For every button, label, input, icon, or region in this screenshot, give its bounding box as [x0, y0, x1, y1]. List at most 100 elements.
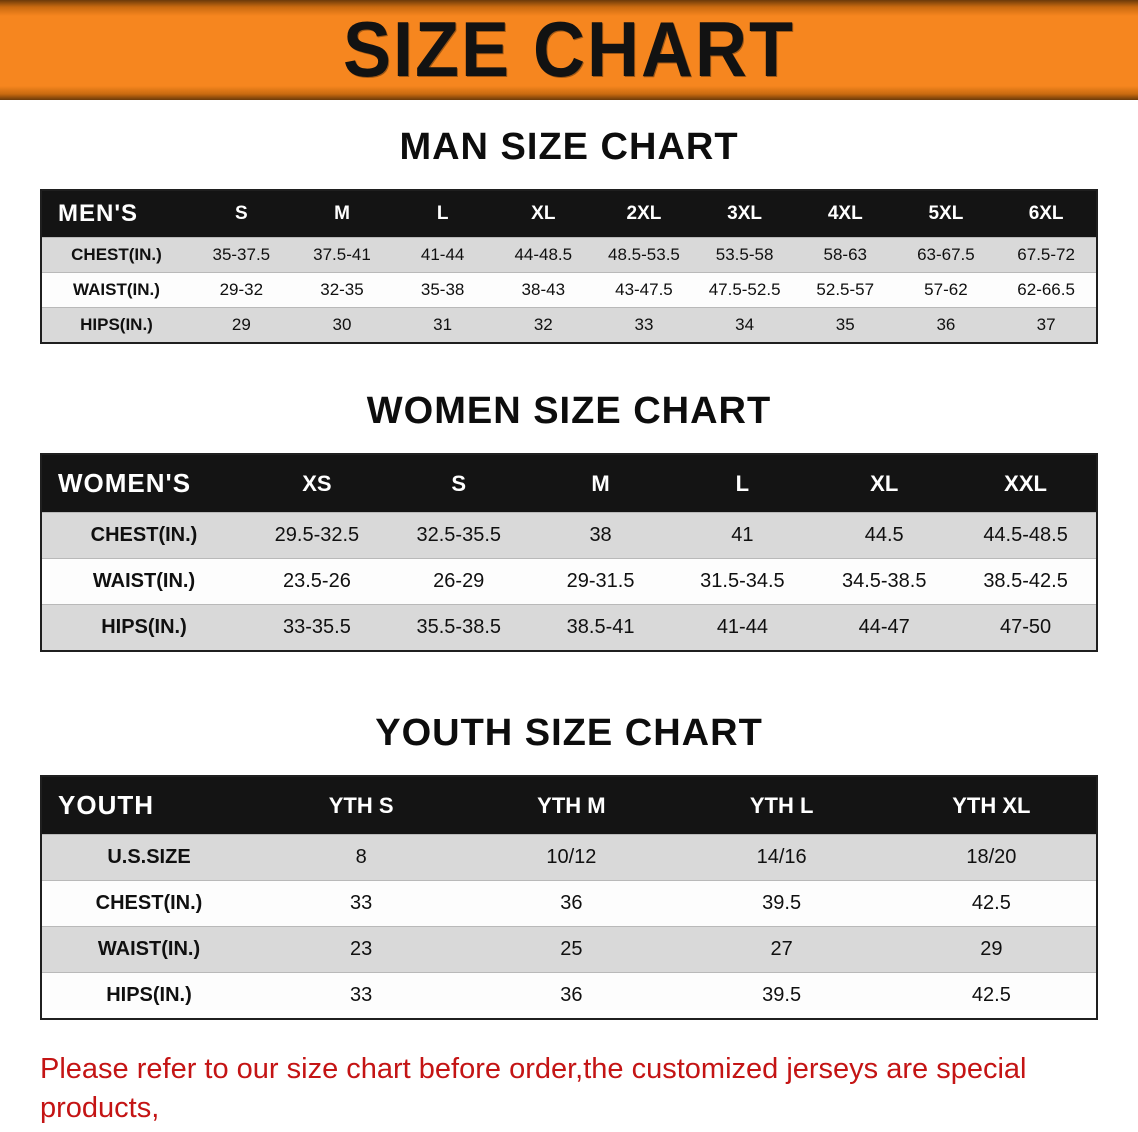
cell-value: 62-66.5: [996, 272, 1097, 308]
table-body: CHEST(IN.) 29.5-32.5 32.5-35.5 38 41 44.5 44.5…: [41, 512, 1097, 651]
table-header-row: WOMEN'S XS S M L XL XXL: [41, 454, 1097, 513]
cell-value: 63-67.5: [895, 237, 997, 273]
table-group-label: MEN'S: [41, 190, 191, 238]
table-row: WAIST(IN.) 23 25 27 29: [41, 926, 1097, 973]
table-header-row: YOUTH YTH S YTH M YTH L YTH XL: [41, 776, 1097, 835]
row-label: CHEST(IN.): [41, 880, 256, 927]
cell-value: 58-63: [794, 237, 896, 273]
cell-value: 29: [191, 307, 292, 343]
column-header: S: [387, 454, 530, 513]
cell-value: 53.5-58: [694, 237, 795, 273]
cell-value: 36: [895, 307, 997, 343]
row-label: HIPS(IN.): [41, 972, 256, 1019]
cell-value: 32.5-35.5: [387, 512, 530, 559]
cell-value: 23: [256, 926, 467, 973]
cell-value: 27: [676, 926, 887, 973]
cell-value: 32-35: [291, 272, 393, 308]
size-table: WOMEN'S XS S M L XL XXL CHEST(IN.) 29.5-32.5 32.…: [40, 453, 1098, 652]
cell-value: 42.5: [886, 972, 1097, 1019]
column-header: YTH XL: [886, 776, 1097, 835]
table-row: HIPS(IN.) 29 30 31 32 33 34 35 36 37: [41, 307, 1097, 343]
row-label: CHEST(IN.): [41, 512, 246, 559]
cell-value: 30: [291, 307, 393, 343]
cell-value: 18/20: [886, 834, 1097, 881]
cell-value: 29-32: [191, 272, 292, 308]
table-row: WAIST(IN.) 23.5-26 26-29 29-31.5 31.5-34.5 34…: [41, 558, 1097, 605]
cell-value: 39.5: [676, 880, 887, 927]
table-row: HIPS(IN.) 33-35.5 35.5-38.5 38.5-41 41-44 44-…: [41, 604, 1097, 651]
table-row: CHEST(IN.) 33 36 39.5 42.5: [41, 880, 1097, 927]
size-chart-sections: MAN SIZE CHART MEN'S S M L XL 2XL 3XL 4XL 5XL 6XL…: [0, 126, 1138, 1020]
cell-value: 47.5-52.5: [694, 272, 795, 308]
row-label: WAIST(IN.): [41, 272, 191, 308]
column-header: 6XL: [996, 190, 1097, 238]
column-header: L: [671, 454, 814, 513]
cell-value: 33: [593, 307, 695, 343]
cell-value: 10/12: [466, 834, 677, 881]
column-header: 4XL: [794, 190, 896, 238]
size-chart-section: WOMEN SIZE CHART WOMEN'S XS S M L XL XXL CHEST…: [0, 390, 1138, 652]
cell-value: 31: [392, 307, 493, 343]
cell-value: 36: [466, 880, 677, 927]
column-header: L: [392, 190, 493, 238]
size-chart-section: YOUTH SIZE CHART YOUTH YTH S YTH M YTH L YTH…: [0, 712, 1138, 1020]
cell-value: 26-29: [387, 558, 530, 605]
column-header: S: [191, 190, 292, 238]
cell-value: 35-38: [392, 272, 493, 308]
cell-value: 44.5: [813, 512, 956, 559]
cell-value: 37: [996, 307, 1097, 343]
cell-value: 44.5-48.5: [955, 512, 1097, 559]
table-group-label: WOMEN'S: [41, 454, 246, 513]
cell-value: 35-37.5: [191, 237, 292, 273]
row-label: WAIST(IN.): [41, 926, 256, 973]
cell-value: 8: [256, 834, 467, 881]
cell-value: 33: [256, 880, 467, 927]
cell-value: 52.5-57: [794, 272, 896, 308]
cell-value: 35: [794, 307, 896, 343]
column-header: YTH L: [676, 776, 887, 835]
cell-value: 34: [694, 307, 795, 343]
table-group-label: YOUTH: [41, 776, 256, 835]
cell-value: 14/16: [676, 834, 887, 881]
table-body: CHEST(IN.) 35-37.5 37.5-41 41-44 44-48.5 48.5…: [41, 237, 1097, 343]
cell-value: 23.5-26: [246, 558, 388, 605]
cell-value: 38.5-42.5: [955, 558, 1097, 605]
banner-title: SIZE CHART: [343, 6, 795, 94]
footer-line-1: Please refer to our size chart before or…: [40, 1053, 1027, 1125]
table-row: CHEST(IN.) 35-37.5 37.5-41 41-44 44-48.5 48.5…: [41, 237, 1097, 273]
column-header: 5XL: [895, 190, 997, 238]
cell-value: 25: [466, 926, 677, 973]
cell-value: 47-50: [955, 604, 1097, 651]
row-label: HIPS(IN.): [41, 307, 191, 343]
cell-value: 39.5: [676, 972, 887, 1019]
size-table: YOUTH YTH S YTH M YTH L YTH XL U.S.SIZE 8 10/1…: [40, 775, 1098, 1020]
cell-value: 41: [671, 512, 814, 559]
column-header: M: [291, 190, 393, 238]
cell-value: 33-35.5: [246, 604, 388, 651]
cell-value: 29-31.5: [529, 558, 672, 605]
table-row: HIPS(IN.) 33 36 39.5 42.5: [41, 972, 1097, 1019]
cell-value: 29.5-32.5: [246, 512, 388, 559]
cell-value: 33: [256, 972, 467, 1019]
row-label: HIPS(IN.): [41, 604, 246, 651]
column-header: XL: [813, 454, 956, 513]
cell-value: 57-62: [895, 272, 997, 308]
table-row: WAIST(IN.) 29-32 32-35 35-38 38-43 43-47.5 47.…: [41, 272, 1097, 308]
cell-value: 44-48.5: [492, 237, 594, 273]
cell-value: 42.5: [886, 880, 1097, 927]
section-heading: YOUTH SIZE CHART: [375, 712, 763, 754]
section-heading: MAN SIZE CHART: [399, 126, 739, 168]
cell-value: 29: [886, 926, 1097, 973]
column-header: XS: [246, 454, 388, 513]
column-header: XXL: [955, 454, 1097, 513]
cell-value: 35.5-38.5: [387, 604, 530, 651]
size-table: MEN'S S M L XL 2XL 3XL 4XL 5XL 6XL CHEST(IN.) 35-3…: [40, 189, 1098, 344]
cell-value: 32: [492, 307, 594, 343]
cell-value: 67.5-72: [996, 237, 1097, 273]
cell-value: 36: [466, 972, 677, 1019]
cell-value: 41-44: [392, 237, 493, 273]
row-label: CHEST(IN.): [41, 237, 191, 273]
cell-value: 38.5-41: [529, 604, 672, 651]
table-row: CHEST(IN.) 29.5-32.5 32.5-35.5 38 41 44.5 44.5…: [41, 512, 1097, 559]
